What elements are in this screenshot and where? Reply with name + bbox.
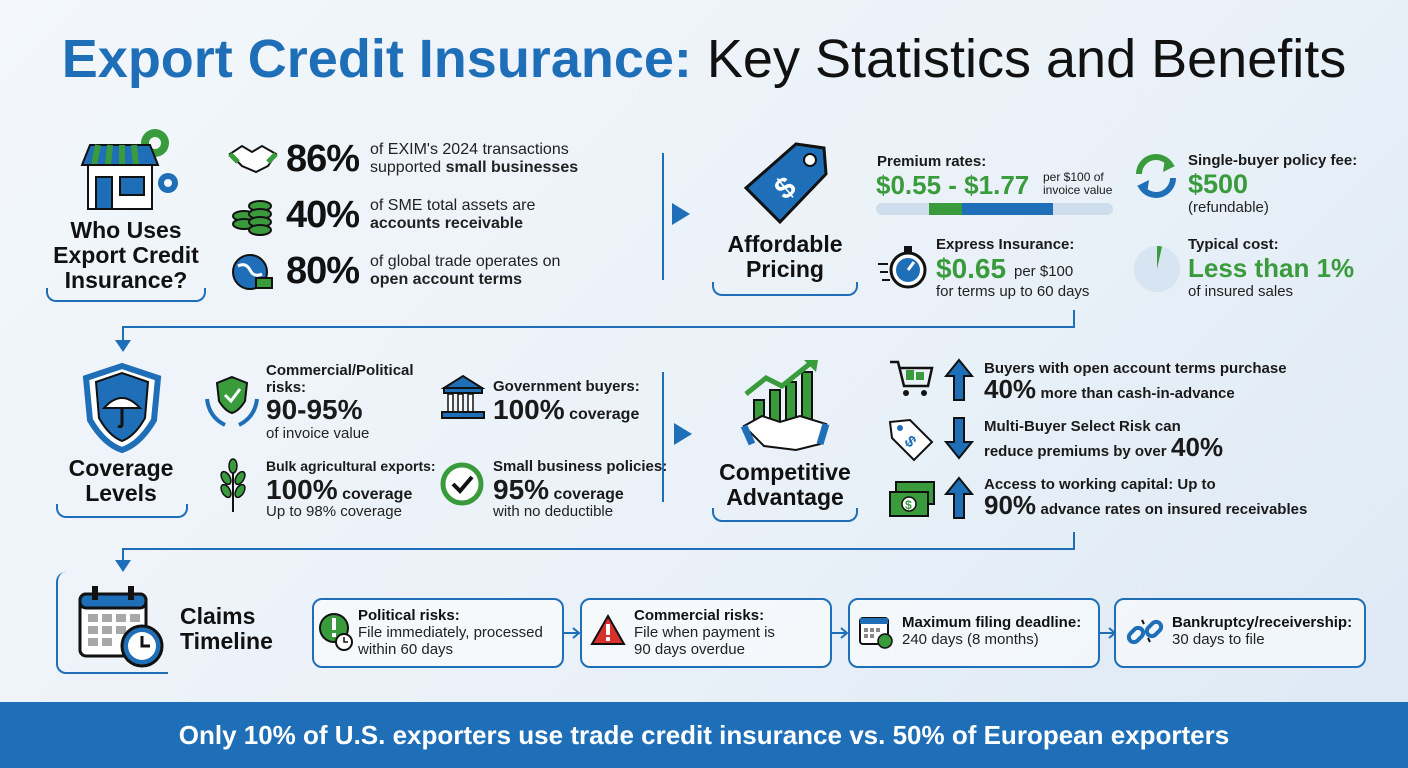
express-label: Express Insurance:: [936, 236, 1075, 253]
advantage-text: Access to working capital: Up to: [984, 476, 1216, 493]
claim-text: Political risks: File immediately, proce…: [358, 607, 543, 658]
fee-value: $500: [1188, 169, 1249, 199]
claim-text: Commercial risks: File when payment is 9…: [634, 607, 775, 658]
small-biz-label: Small business policies:: [493, 458, 668, 475]
premium-label: Premium rates:: [877, 153, 987, 170]
arrow-down-icon: [944, 416, 974, 460]
connector: [122, 326, 124, 340]
footer-banner: Only 10% of U.S. exporters use trade cre…: [0, 702, 1408, 768]
handshake-icon: [228, 140, 278, 176]
claims-frame: [56, 572, 168, 674]
divider: [662, 153, 664, 280]
shield-umbrella-icon: [80, 362, 164, 454]
stat-value: 86%: [286, 138, 360, 180]
premium-range-bar: [876, 203, 1113, 215]
price-tag-icon: $: [738, 138, 830, 230]
check-circle-icon: [440, 462, 484, 506]
claim-step-commercial: [580, 598, 832, 668]
connector: [122, 548, 124, 560]
storefront-icon: [80, 125, 180, 215]
small-biz-value-row: 95% coverage: [493, 474, 624, 505]
claims-label: Claims Timeline: [180, 603, 273, 654]
advantage-label: Competitive Advantage: [719, 459, 851, 510]
growth-handshake-icon: [740, 358, 830, 454]
arrow-right-icon: [674, 423, 692, 445]
claim-step-political: [312, 598, 564, 668]
advantage-row: 90% advance rates on insured receivables: [984, 490, 1308, 520]
coins-icon: [230, 196, 274, 236]
connector: [122, 548, 1075, 550]
gov-value-row: 100% coverage: [493, 394, 640, 425]
pie-icon: [1133, 245, 1181, 293]
connector: [1073, 310, 1075, 328]
advantage-bracket: [712, 508, 858, 522]
stopwatch-icon: [876, 240, 928, 292]
premium-unit: per $100 of invoice value: [1043, 170, 1113, 197]
express-value: $0.65: [936, 253, 1007, 284]
government-building-icon: [440, 372, 486, 422]
cost-note: of insured sales: [1188, 283, 1294, 300]
commercial-note: of invoice value: [266, 425, 370, 442]
commercial-value: 90-95%: [266, 394, 363, 425]
pricing-label: Affordable Pricing: [727, 231, 843, 282]
stat-value: 40%: [286, 194, 360, 236]
wheat-icon: [216, 458, 250, 514]
advantage-row: 40% more than cash-in-advance: [984, 374, 1235, 404]
pricing-bracket: [712, 282, 858, 296]
ag-value-row: 100% coverage: [266, 474, 413, 505]
gov-label: Government buyers:: [493, 378, 640, 395]
broken-link-icon: [1126, 614, 1164, 650]
stat-desc: of global trade operates on open account…: [370, 253, 561, 288]
connector: [122, 326, 1075, 328]
express-unit: per $100: [1014, 263, 1074, 280]
stat-desc: of SME total assets are accounts receiva…: [370, 197, 536, 232]
who-uses-label: Who Uses Export Credit Insurance?: [53, 217, 199, 293]
premium-value: $0.55 - $1.77: [876, 170, 1030, 200]
claim-text: Bankruptcy/receivership: 30 days to file: [1172, 614, 1353, 648]
svg-text:$: $: [905, 498, 912, 512]
warning-icon: [590, 614, 626, 646]
shopping-cart-icon: [888, 358, 934, 398]
advantage-text: Buyers with open account terms purchase: [984, 360, 1287, 377]
cost-value: Less than 1%: [1188, 253, 1355, 283]
commercial-label: Commercial/Political risks:: [266, 362, 414, 396]
arrow-right-icon: [672, 203, 690, 225]
express-note: for terms up to 60 days: [936, 283, 1090, 300]
claim-text: Maximum filing deadline: 240 days (8 mon…: [902, 614, 1082, 648]
calendar-icon: [858, 614, 894, 650]
arrow-up-icon: [944, 358, 974, 402]
cash-icon: $: [888, 480, 936, 520]
ag-note: Up to 98% coverage: [266, 503, 402, 520]
globe-icon: [230, 252, 274, 292]
arrow-down-icon: [115, 340, 131, 352]
ag-label: Bulk agricultural exports:: [266, 458, 436, 474]
fee-note: (refundable): [1188, 199, 1269, 216]
arrow-down-icon: [115, 560, 131, 572]
coverage-bracket: [56, 504, 188, 518]
claim-step-deadline: [848, 598, 1100, 668]
stat-value: 80%: [286, 250, 360, 292]
small-biz-note: with no deductible: [493, 503, 614, 520]
advantage-text: Multi-Buyer Select Risk can: [984, 418, 1181, 435]
cost-label: Typical cost:: [1188, 236, 1279, 253]
who-uses-bracket: [46, 288, 206, 302]
hands-shield-icon: [205, 373, 259, 429]
chevron-right-icon: [564, 626, 582, 640]
fee-label: Single-buyer policy fee:: [1188, 152, 1358, 169]
calendar-clock-icon: [76, 584, 166, 670]
coverage-label: Coverage Levels: [68, 455, 174, 506]
alert-clock-icon: [318, 612, 354, 652]
tag-icon: $: [888, 416, 934, 462]
advantage-row: reduce premiums by over 40%: [984, 432, 1224, 462]
page-title: Export Credit Insurance: Key Statistics …: [61, 29, 1347, 89]
arrow-up-icon: [944, 476, 974, 520]
refresh-icon: [1131, 152, 1181, 200]
stat-desc: of EXIM's 2024 transactions supported sm…: [370, 141, 579, 176]
divider: [662, 372, 664, 502]
chevron-right-icon: [832, 626, 850, 640]
connector: [1073, 532, 1075, 550]
